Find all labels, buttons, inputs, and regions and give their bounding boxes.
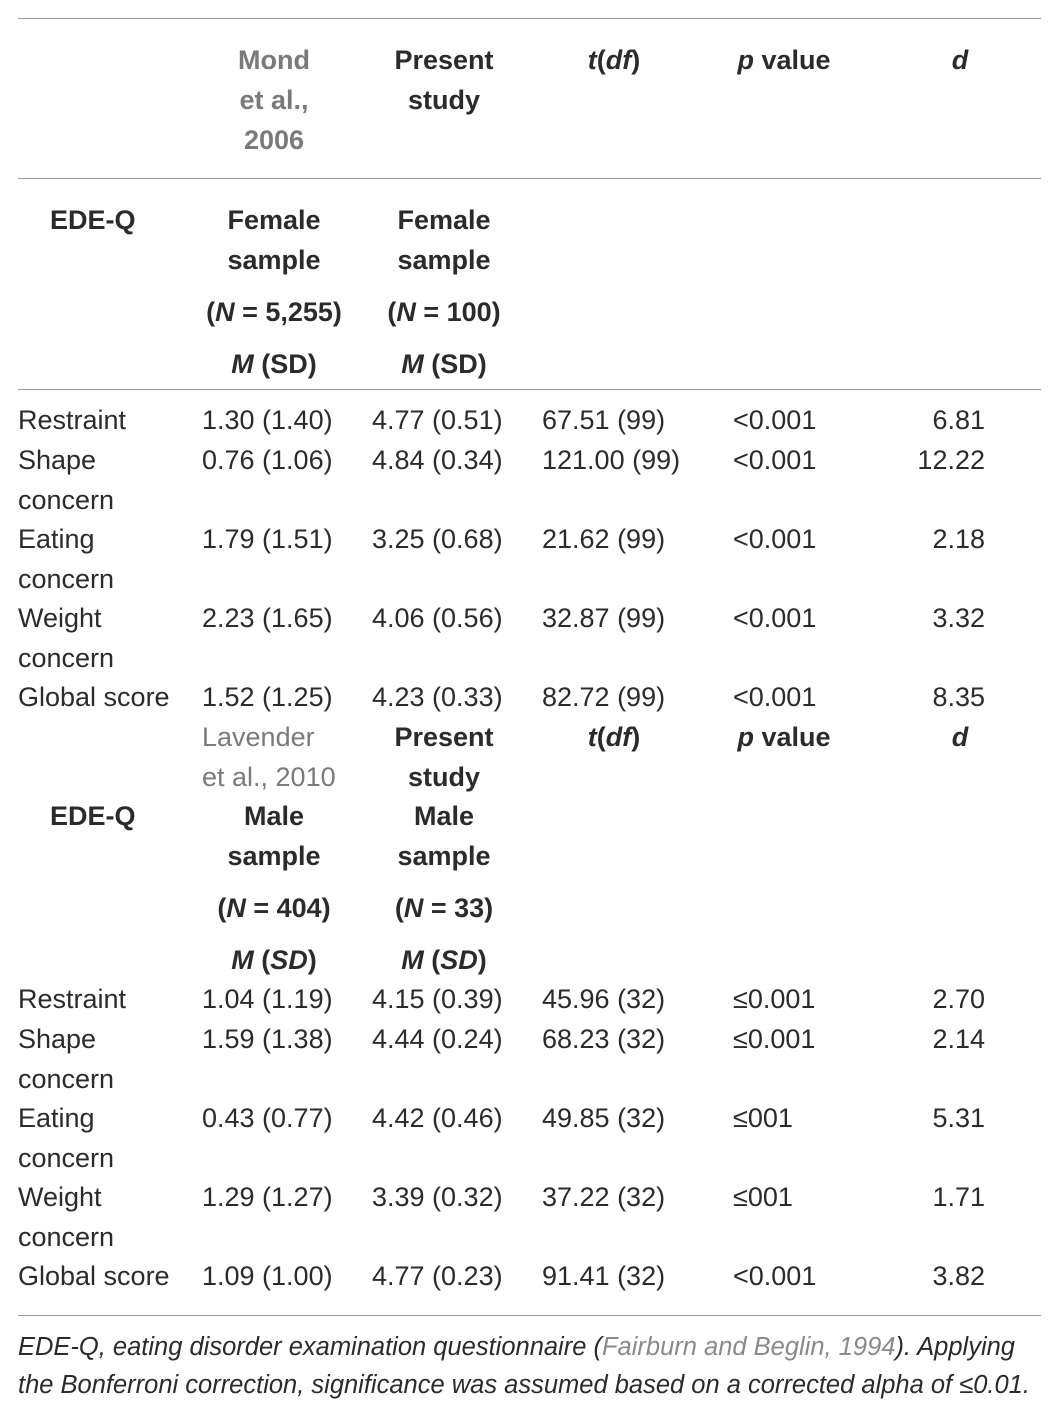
header-mond-line-3: 2006 (243, 125, 305, 155)
row-d-value: 3.82 (932, 1261, 985, 1291)
row-label: Weight concern (18, 603, 115, 673)
male-header-t-df: t(df) (587, 722, 641, 752)
male-ref-sample: Male sample (N = 404) M (SD) (217, 801, 331, 975)
male-present-sample: Male sample (N = 33) M (SD) (394, 801, 494, 975)
row-ref-value: 1.09 (1.00) (202, 1261, 333, 1291)
row-t-value: 45.96 (32) (542, 984, 666, 1014)
row-ref-value: 1.52 (1.25) (202, 682, 333, 712)
row-p-value: <0.001 (733, 405, 817, 435)
row-d-value: 2.18 (932, 524, 985, 554)
row-present-value: 4.77 (0.51) (372, 405, 503, 435)
female-ref-sample: Female sample (N = 5,255) M (SD) (206, 205, 342, 379)
row-label: Shape concern (18, 1024, 115, 1094)
row-d-value: 2.14 (932, 1024, 985, 1054)
row-t-value: 67.51 (99) (542, 405, 666, 435)
row-d-value: 1.71 (932, 1182, 985, 1212)
row-t-value: 91.41 (32) (542, 1261, 666, 1291)
row-t-value: 32.87 (99) (542, 603, 666, 633)
row-label: Global score (18, 1261, 170, 1291)
row-ref-value: 0.43 (0.77) (202, 1103, 333, 1133)
row-present-value: 4.84 (0.34) (372, 445, 503, 475)
row-p-value: <0.001 (733, 524, 817, 554)
table-top-rule (18, 18, 1041, 19)
header-p-value: p value (737, 45, 831, 75)
row-ref-value: 0.76 (1.06) (202, 445, 333, 475)
row-p-value: ≤0.001 (733, 1024, 816, 1054)
row-ref-value: 1.59 (1.38) (202, 1024, 333, 1054)
row-label: Restraint (18, 984, 127, 1014)
table-bottom-rule (18, 1315, 1041, 1316)
row-p-value: <0.001 (733, 1261, 817, 1291)
row-ref-value: 1.30 (1.40) (202, 405, 333, 435)
row-p-value: <0.001 (733, 682, 817, 712)
male-header-p-value: p value (737, 722, 831, 752)
row-present-value: 4.06 (0.56) (372, 603, 503, 633)
row-t-value: 82.72 (99) (542, 682, 666, 712)
row-present-value: 4.77 (0.23) (372, 1261, 503, 1291)
row-t-value: 49.85 (32) (542, 1103, 666, 1133)
row-label: Shape concern (18, 445, 115, 515)
row-p-value: ≤0.001 (733, 984, 816, 1014)
row-label: Eating concern (18, 1103, 115, 1173)
row-present-value: 4.15 (0.39) (372, 984, 503, 1014)
header-present-line-2: study (407, 85, 480, 115)
row-present-value: 3.39 (0.32) (372, 1182, 503, 1212)
citation-link[interactable]: Fairburn and Beglin, 1994 (601, 1333, 896, 1361)
row-t-value: 68.23 (32) (542, 1024, 666, 1054)
row-t-value: 21.62 (99) (542, 524, 666, 554)
row-label: Restraint (18, 405, 127, 435)
row-t-value: 121.00 (99) (542, 445, 681, 475)
header-d: d (951, 45, 969, 75)
row-present-value: 4.42 (0.46) (372, 1103, 503, 1133)
row-present-value: 4.23 (0.33) (372, 682, 503, 712)
row-ref-value: 1.29 (1.27) (202, 1182, 333, 1212)
female-present-sample: Female sample (N = 100) M (SD) (387, 205, 501, 379)
header-mond-line-2: et al., (239, 85, 309, 115)
row-label: Weight concern (18, 1182, 115, 1252)
row-d-value: 6.81 (932, 405, 985, 435)
row-d-value: 12.22 (917, 445, 985, 475)
male-edeq-label: EDE-Q (50, 801, 136, 831)
header-mond-reference: Mond et al., 2006 (195, 40, 353, 160)
header-present-study: Present study (365, 40, 523, 120)
male-ref-lavender: Lavender et al., 2010 (202, 722, 336, 792)
female-edeq-label: EDE-Q (50, 205, 136, 235)
row-p-value: ≤001 (733, 1182, 793, 1212)
header-present-line-1: Present (394, 45, 494, 75)
row-ref-value: 1.04 (1.19) (202, 984, 333, 1014)
header-t-df: t(df) (587, 45, 641, 75)
female-subheader-rule (18, 389, 1041, 390)
row-d-value: 3.32 (932, 603, 985, 633)
table-footnote: EDE-Q, eating disorder examination quest… (18, 1333, 1030, 1399)
row-d-value: 5.31 (932, 1103, 985, 1133)
row-present-value: 3.25 (0.68) (372, 524, 503, 554)
row-label: Global score (18, 682, 170, 712)
male-header-d: d (951, 722, 969, 752)
row-d-value: 2.70 (932, 984, 985, 1014)
row-p-value: <0.001 (733, 603, 817, 633)
header-bottom-rule (18, 178, 1041, 179)
row-d-value: 8.35 (932, 682, 985, 712)
row-p-value: ≤001 (733, 1103, 793, 1133)
row-label: Eating concern (18, 524, 115, 594)
male-header-present-study: Present study (394, 722, 494, 792)
row-ref-value: 1.79 (1.51) (202, 524, 333, 554)
row-ref-value: 2.23 (1.65) (202, 603, 333, 633)
row-present-value: 4.44 (0.24) (372, 1024, 503, 1054)
row-p-value: <0.001 (733, 445, 817, 475)
header-mond-line-1: Mond (238, 45, 310, 75)
row-t-value: 37.22 (32) (542, 1182, 666, 1212)
